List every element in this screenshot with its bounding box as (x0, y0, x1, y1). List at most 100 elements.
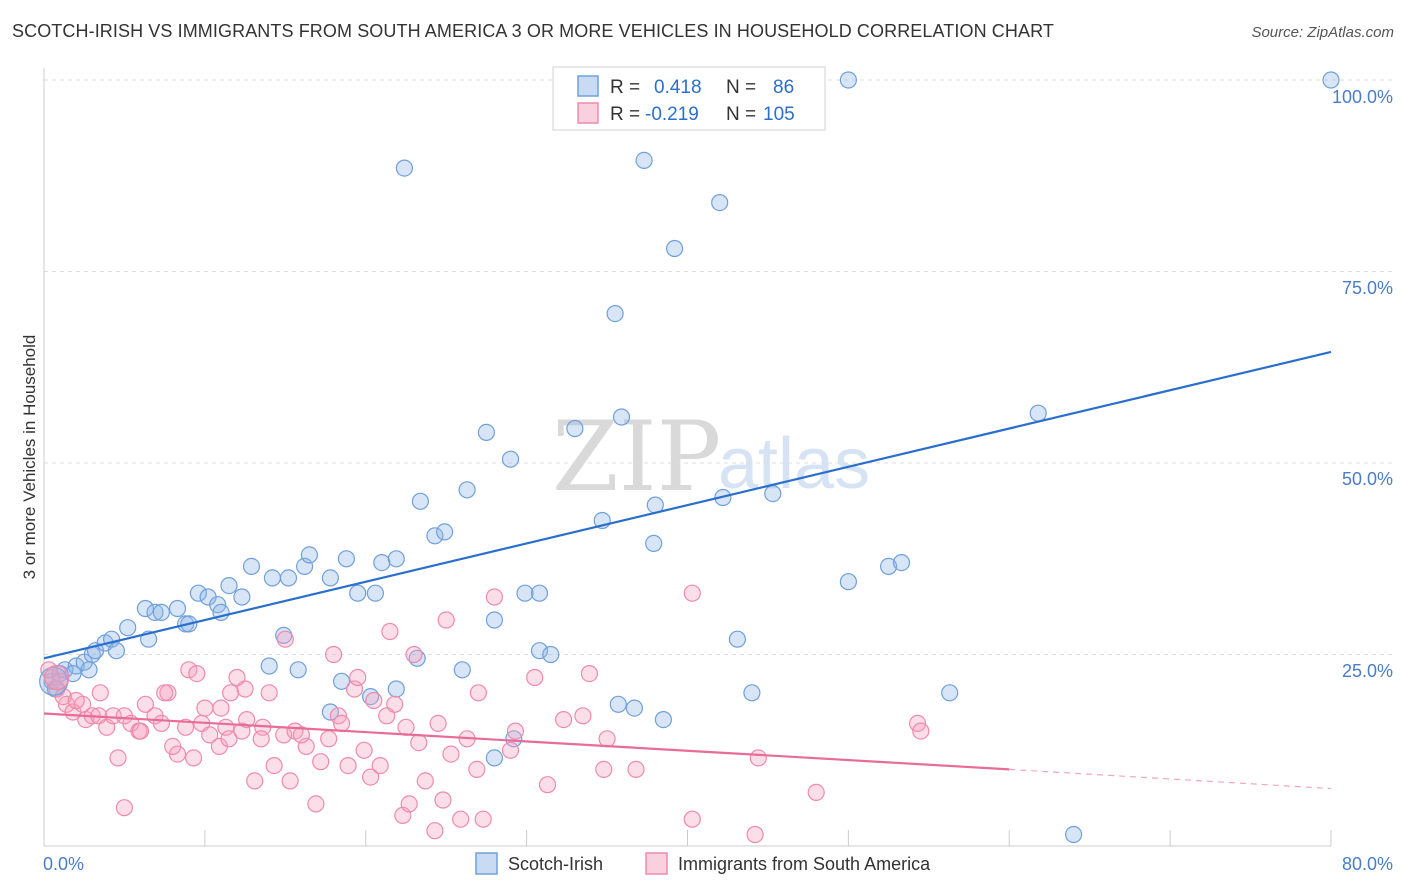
scotch-irish-point (289, 661, 307, 679)
y-axis-title: 3 or more Vehicles in Household (20, 335, 39, 580)
south-america-point (238, 710, 256, 729)
south-america-point (201, 726, 219, 744)
scotch-irish-point (839, 573, 858, 591)
south-america-point (554, 710, 573, 729)
south-america-point (362, 768, 380, 786)
scotch-irish-point (764, 485, 782, 503)
south-america-point (386, 695, 404, 713)
south-america-point (405, 645, 423, 664)
scotch-irish-point (349, 584, 367, 602)
south-america-point (260, 684, 278, 702)
south-america-point (580, 664, 599, 683)
scotch-irish-point (333, 672, 351, 690)
south-america-point (312, 753, 330, 771)
scotch-irish-trend-line (43, 350, 1332, 660)
scotch-irish-point (566, 419, 584, 438)
scotch-irish-point (839, 71, 858, 89)
scotch-irish-point (711, 194, 729, 212)
scotch-irish-point (1322, 71, 1340, 89)
legend-n-value-1: 86 (773, 77, 794, 98)
legend-n-label-2: N = (726, 104, 756, 125)
south-america-point (595, 760, 613, 779)
south-america-point (574, 707, 592, 725)
legend-r-value-2: -0.219 (645, 104, 699, 125)
south-america-point (220, 730, 238, 748)
south-america-point (474, 810, 492, 828)
scotch-irish-point (168, 599, 187, 618)
south-america-point (526, 668, 544, 687)
chart-source: Source: ZipAtlas.com (1251, 24, 1394, 41)
legend-swatch-scotch-irish (577, 75, 599, 97)
scotch-irish-point (337, 550, 355, 568)
south-america-point (410, 733, 428, 752)
south-america-point (325, 645, 343, 664)
south-america-point (252, 730, 270, 748)
south-america-point (416, 772, 434, 790)
x-tick-label-max: 80.0% (1342, 854, 1393, 874)
south-america-point (501, 741, 520, 759)
scotch-irish-point (625, 699, 644, 717)
south-america-point (746, 825, 764, 844)
scotch-irish-point (606, 305, 624, 323)
south-america-point (538, 776, 557, 794)
scotch-irish-point (136, 599, 154, 618)
scotch-irish-point (728, 630, 747, 648)
scotch-irish-point (501, 450, 520, 468)
south-america-point (196, 699, 214, 717)
scotch-irish-point (107, 642, 126, 660)
scotch-irish-point (373, 553, 391, 572)
scotch-irish-point (395, 159, 413, 177)
south-america-point (429, 714, 447, 733)
south-america-point (212, 699, 230, 717)
scotch-irish-point (321, 569, 339, 587)
scotch-irish-point (300, 546, 318, 564)
south-america-point (276, 630, 294, 648)
south-america-point (333, 714, 351, 733)
south-america-point (437, 611, 455, 629)
south-america-point (185, 749, 203, 767)
south-america-point (91, 684, 109, 702)
scotch-irish-point (485, 749, 503, 767)
y-tick-label-100: 100.0% (1332, 87, 1393, 107)
south-america-point (749, 749, 767, 767)
scotch-irish-point (387, 680, 405, 698)
south-america-point (228, 668, 246, 687)
south-america-point (397, 718, 415, 736)
bottom-legend-label-south-america: Immigrants from South America (678, 854, 931, 874)
south-america-point (177, 718, 195, 736)
scotch-irish-point (542, 645, 560, 664)
scotch-irish-point (263, 569, 281, 587)
series-legend: Scotch-Irish Immigrants from South Ameri… (475, 852, 931, 875)
scotch-irish-point (892, 553, 911, 572)
legend-r-label-1: R = (610, 77, 640, 98)
south-america-point (506, 722, 525, 740)
scotch-irish-point (530, 642, 549, 660)
scotch-irish-point (477, 423, 495, 441)
y-tick-label-25: 25.0% (1342, 661, 1393, 681)
south-america-point (349, 668, 367, 687)
x-tick-label-min: 0.0% (43, 854, 84, 874)
south-america-point (598, 730, 616, 748)
scotch-irish-point (458, 481, 476, 499)
south-america-point (400, 795, 418, 813)
watermark-atlas: atlas (718, 424, 870, 504)
scotch-irish-point (530, 584, 549, 602)
scotch-irish-point (426, 527, 444, 545)
bottom-legend-label-scotch-irish: Scotch-Irish (508, 854, 603, 874)
south-america-point (281, 772, 299, 790)
scotch-irish-point (743, 684, 761, 702)
south-america-point (627, 760, 645, 779)
scotch-irish-point (1029, 404, 1047, 422)
trend-lines (43, 350, 1332, 790)
south-america-point (109, 749, 127, 767)
scotch-irish-point (411, 492, 429, 510)
scotch-irish-point (485, 611, 503, 629)
south-america-point (683, 584, 701, 602)
scotch-irish-point (279, 569, 298, 587)
south-america-point (371, 756, 389, 775)
south-america-point (67, 691, 85, 710)
scotch-irish-point (645, 534, 663, 553)
south-america-point (365, 691, 383, 710)
scotch-irish-point (635, 151, 653, 169)
